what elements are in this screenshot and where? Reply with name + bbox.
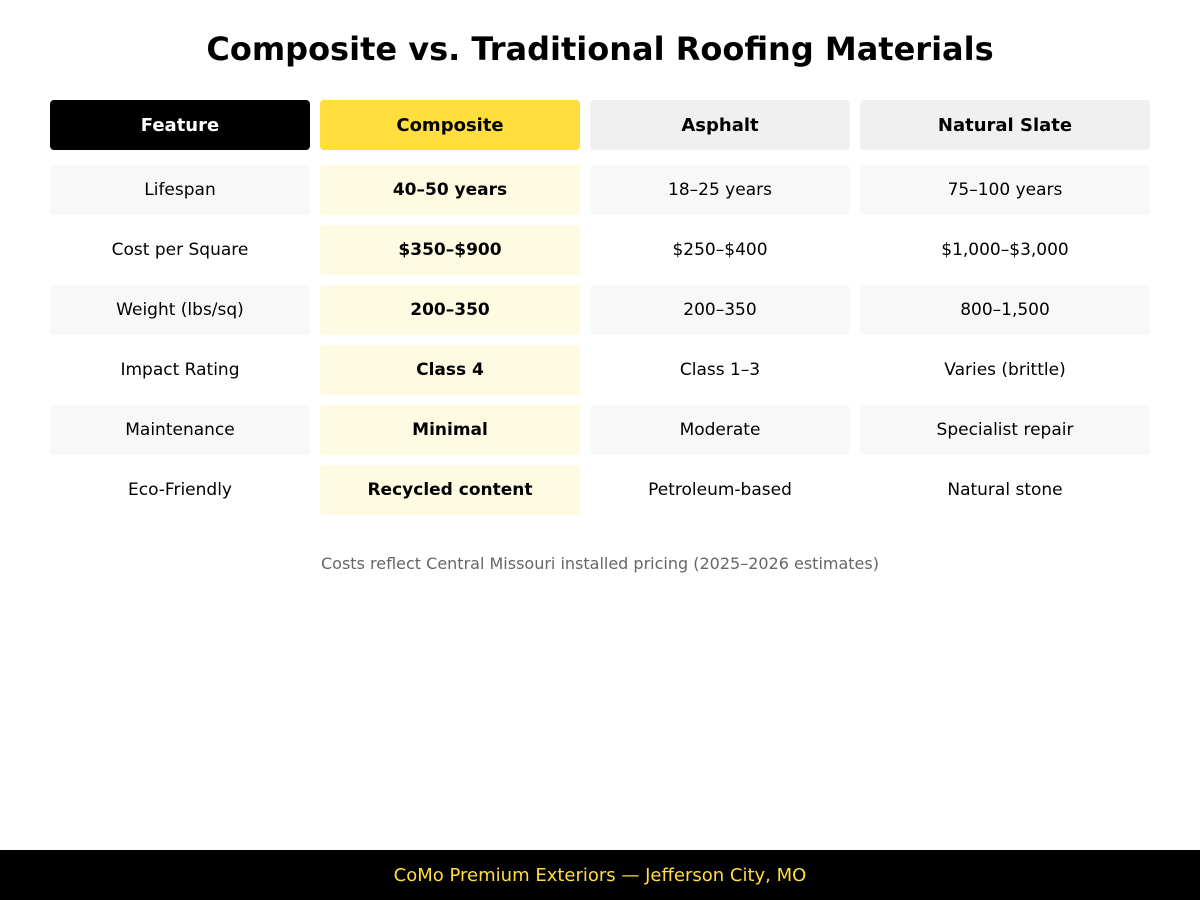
table-row: Eco-Friendly Recycled content Petroleum-… <box>50 465 1150 515</box>
table-row: Weight (lbs/sq) 200–350 200–350 800–1,50… <box>50 285 1150 335</box>
asphalt-cell: Moderate <box>590 405 850 455</box>
footer-text: CoMo Premium Exteriors — Jefferson City,… <box>393 864 807 886</box>
table-row: Lifespan 40–50 years 18–25 years 75–100 … <box>50 165 1150 215</box>
asphalt-cell: Class 1–3 <box>679 360 761 380</box>
asphalt-cell: 200–350 <box>590 285 850 335</box>
table-row: Impact Rating Class 4 Class 1–3 Varies (… <box>50 345 1150 395</box>
pricing-note: Costs reflect Central Missouri installed… <box>321 554 879 573</box>
header-feature: Feature <box>50 100 310 150</box>
page-title: Composite vs. Traditional Roofing Materi… <box>206 30 994 68</box>
composite-cell: Minimal <box>320 405 580 455</box>
slate-cell: 75–100 years <box>860 165 1150 215</box>
header-composite: Composite <box>320 100 580 150</box>
composite-cell: Class 4 <box>320 345 580 395</box>
feature-cell: Weight (lbs/sq) <box>50 285 310 335</box>
slate-cell: Varies (brittle) <box>944 360 1066 380</box>
feature-cell: Impact Rating <box>120 360 240 380</box>
slate-cell: $1,000–$3,000 <box>941 240 1069 260</box>
header-natural-slate: Natural Slate <box>860 100 1150 150</box>
feature-cell: Cost per Square <box>111 240 249 260</box>
table-row: Cost per Square $350–$900 $250–$400 $1,0… <box>50 225 1150 275</box>
asphalt-cell: Petroleum-based <box>648 480 792 500</box>
feature-cell: Eco-Friendly <box>127 480 232 500</box>
table-header-row: Feature Composite Asphalt Natural Slate <box>50 100 1150 150</box>
footer-bar: CoMo Premium Exteriors — Jefferson City,… <box>0 850 1200 900</box>
feature-cell: Maintenance <box>50 405 310 455</box>
feature-cell: Lifespan <box>50 165 310 215</box>
composite-cell: 40–50 years <box>320 165 580 215</box>
header-asphalt: Asphalt <box>590 100 850 150</box>
slate-cell: 800–1,500 <box>860 285 1150 335</box>
asphalt-cell: 18–25 years <box>590 165 850 215</box>
comparison-table: Feature Composite Asphalt Natural Slate … <box>50 100 1150 525</box>
table-row: Maintenance Minimal Moderate Specialist … <box>50 405 1150 455</box>
composite-cell: 200–350 <box>320 285 580 335</box>
asphalt-cell: $250–$400 <box>672 240 768 260</box>
slate-cell: Natural stone <box>947 480 1063 500</box>
composite-cell: Recycled content <box>320 465 580 515</box>
slate-cell: Specialist repair <box>860 405 1150 455</box>
composite-cell: $350–$900 <box>320 225 580 275</box>
